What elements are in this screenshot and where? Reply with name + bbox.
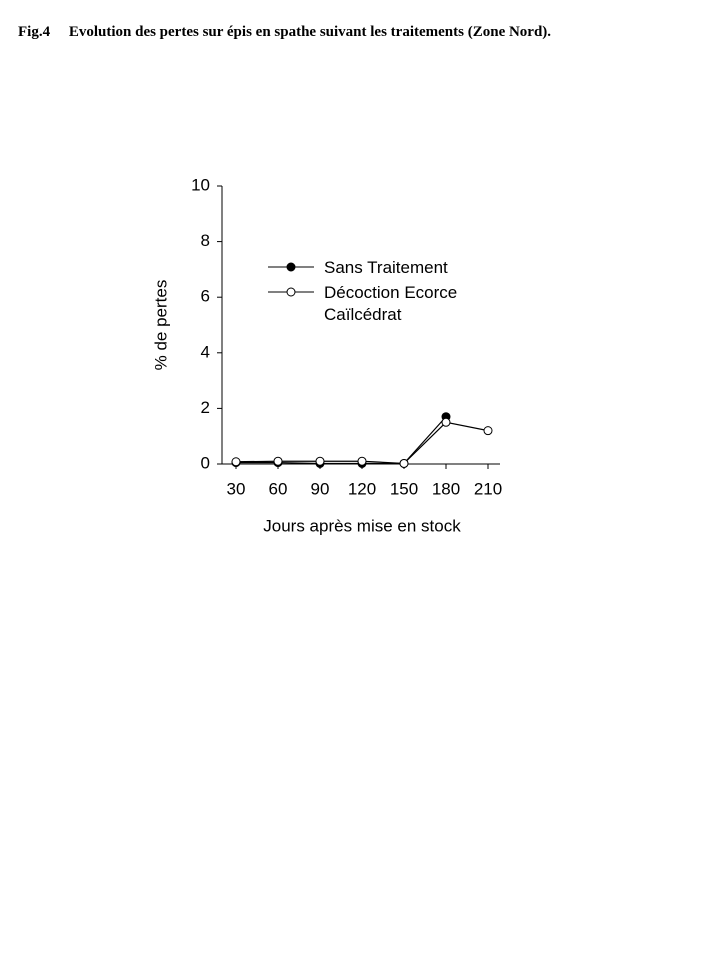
y-tick-label: 8 — [201, 231, 210, 250]
y-tick-label: 0 — [201, 453, 210, 472]
x-tick-label: 60 — [269, 479, 288, 498]
data-point — [441, 417, 451, 427]
legend-entry: Sans Traitement — [324, 258, 448, 277]
data-point — [357, 456, 367, 466]
data-point — [315, 456, 325, 466]
x-tick-label: 30 — [227, 479, 246, 498]
data-point — [483, 426, 493, 436]
y-tick-label: 6 — [201, 287, 210, 306]
x-tick-label: 120 — [348, 479, 376, 498]
y-tick-label: 4 — [201, 342, 210, 361]
y-axis-label: % de pertes — [151, 280, 170, 371]
x-tick-label: 150 — [390, 479, 418, 498]
legend-marker — [286, 287, 296, 297]
series-line — [236, 416, 447, 465]
y-tick-label: 2 — [201, 398, 210, 417]
x-tick-label: 210 — [474, 479, 502, 498]
legend-marker — [286, 262, 296, 272]
data-point — [231, 457, 241, 467]
x-tick-label: 90 — [311, 479, 330, 498]
data-point — [399, 458, 409, 468]
legend-entry: Décoction Ecorce Caïlcédrat — [324, 283, 458, 324]
y-tick-label: 10 — [191, 175, 210, 194]
x-tick-label: 180 — [432, 479, 460, 498]
figure-caption: Fig.4 Evolution des pertes sur épis en s… — [18, 24, 552, 40]
data-point — [273, 456, 283, 466]
x-axis-label: Jours après mise en stock — [263, 516, 461, 535]
